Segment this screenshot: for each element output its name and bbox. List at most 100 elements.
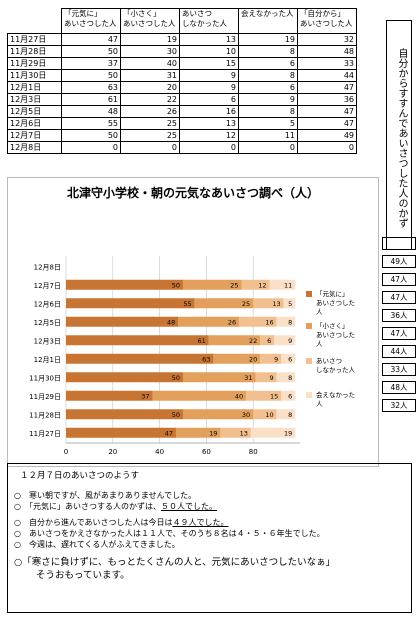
bar-segment — [152, 390, 247, 401]
bar-segment — [183, 279, 242, 290]
data-label: 6 — [288, 392, 292, 400]
side-count-box: 49人 — [382, 255, 416, 268]
legend-swatch — [306, 291, 312, 297]
row-value: 44 — [297, 69, 357, 82]
row-value: 48 — [61, 105, 121, 118]
table-row: 12月3日 61 22 6 9 36 — [7, 93, 357, 106]
bar-segment — [281, 353, 296, 364]
bar-segment — [183, 409, 254, 420]
row-value: 61 — [61, 93, 121, 106]
bar-segment — [246, 390, 282, 401]
row-value: 0 — [238, 141, 298, 154]
data-label: 40 — [235, 392, 243, 400]
x-tick-label: 40 — [155, 448, 164, 456]
row-value: 9 — [179, 81, 239, 94]
y-category-label: 12月1日 — [34, 356, 61, 364]
note-weather: ○ 寒い朝ですが、風があまりありませんでした。 — [14, 491, 197, 500]
row-value: 13 — [179, 33, 239, 46]
row-value: 19 — [238, 33, 298, 46]
note-no-reply: ○ あいさつをかえさなかった人は１１人で、そのうち８名は４・５・６年生でした。 — [14, 529, 325, 538]
legend-label: 会えなかった人 — [316, 390, 355, 408]
bar-segment — [66, 335, 209, 346]
y-category-label: 12月5日 — [34, 319, 61, 327]
bar-segment — [66, 353, 214, 364]
data-label: 10 — [265, 411, 273, 419]
header-aenakatta: 会えなかった人 — [238, 8, 298, 34]
side-count-box — [382, 237, 416, 250]
row-value: 13 — [179, 117, 239, 130]
side-count-box: 47人 — [382, 273, 416, 286]
data-label: 6 — [267, 337, 271, 345]
side-count-box: 33人 — [382, 363, 416, 376]
row-value: 33 — [297, 57, 357, 70]
header-jibunkara: 「自分から」 あいさつした人 — [297, 8, 357, 34]
bar-segment — [260, 353, 282, 364]
data-label: 19 — [284, 429, 292, 437]
data-label: 25 — [242, 300, 250, 308]
row-value: 16 — [179, 105, 239, 118]
row-value: 10 — [179, 45, 239, 58]
row-value: 0 — [61, 141, 121, 154]
row-value: 8 — [238, 69, 298, 82]
table-row: 12月6日 55 25 13 5 47 — [7, 117, 357, 130]
bar-segment — [253, 298, 284, 309]
data-label: 61 — [197, 337, 205, 345]
bar-segment — [66, 390, 153, 401]
side-count-box: 47人 — [382, 291, 416, 304]
data-label: 37 — [141, 392, 149, 400]
table-row: 11月30日 50 31 9 8 44 — [7, 69, 357, 82]
chart-title: 北津守小学校・朝の元気なあいさつ調べ（人） — [66, 186, 319, 200]
bar-segment — [274, 335, 296, 346]
row-value: 15 — [179, 57, 239, 70]
data-label: 63 — [202, 355, 210, 363]
row-value: 50 — [61, 45, 121, 58]
table-row: 12月1日 63 20 9 6 47 — [7, 81, 357, 94]
row-value: 22 — [120, 93, 180, 106]
vertical-caption: 自分からすすんであいさつした人のかず — [386, 20, 412, 250]
data-label: 19 — [209, 429, 217, 437]
table-row: 12月8日 0 0 0 0 0 — [7, 141, 357, 154]
data-label: 50 — [172, 281, 180, 289]
side-count-box: 47人 — [382, 327, 416, 340]
bar-segment — [276, 372, 296, 383]
side-count-box: 36人 — [382, 309, 416, 322]
bar-segment — [250, 427, 296, 438]
data-label: 16 — [265, 318, 273, 326]
header-shinakatta: あいさつ しなかった人 — [179, 8, 239, 34]
legend-label: 「小さく」あいさつした人 — [316, 321, 355, 348]
row-date: 12月3日 — [7, 93, 62, 106]
y-category-label: 11月29日 — [29, 393, 61, 401]
bar-segment — [283, 298, 296, 309]
table-corner — [7, 8, 62, 34]
data-label: 12 — [258, 281, 266, 289]
note-late: ○ 今週は、遅れてくる人がふえてきました。 — [14, 540, 180, 549]
row-value: 8 — [238, 105, 298, 118]
row-value: 36 — [297, 93, 357, 106]
y-category-label: 11月30日 — [29, 374, 61, 382]
row-value: 9 — [238, 93, 298, 106]
row-value: 6 — [238, 57, 298, 70]
data-label: 8 — [288, 411, 292, 419]
data-label: 9 — [288, 337, 292, 345]
data-label: 26 — [228, 318, 236, 326]
table-row: 12月5日 48 26 16 8 47 — [7, 105, 357, 118]
x-tick-label: 80 — [249, 448, 258, 456]
bar-segment — [183, 372, 256, 383]
legend-swatch — [306, 392, 312, 398]
bar-segment — [253, 409, 277, 420]
data-label: 50 — [172, 374, 180, 382]
table-row: 12月7日 50 25 12 11 49 — [7, 129, 357, 142]
data-label: 11 — [284, 281, 292, 289]
row-value: 25 — [120, 117, 180, 130]
row-value: 48 — [297, 45, 357, 58]
row-value: 55 — [61, 117, 121, 130]
legend-swatch — [306, 323, 312, 329]
side-count-box: 44人 — [382, 345, 416, 358]
row-value: 0 — [297, 141, 357, 154]
legend-label: 「元気に」あいさつした人 — [316, 289, 355, 316]
y-category-label: 12月6日 — [34, 300, 61, 308]
row-value: 47 — [297, 81, 357, 94]
note-wish-end: そうおもっています。 — [36, 570, 130, 581]
row-value: 47 — [297, 117, 357, 130]
bar-segment — [281, 390, 296, 401]
